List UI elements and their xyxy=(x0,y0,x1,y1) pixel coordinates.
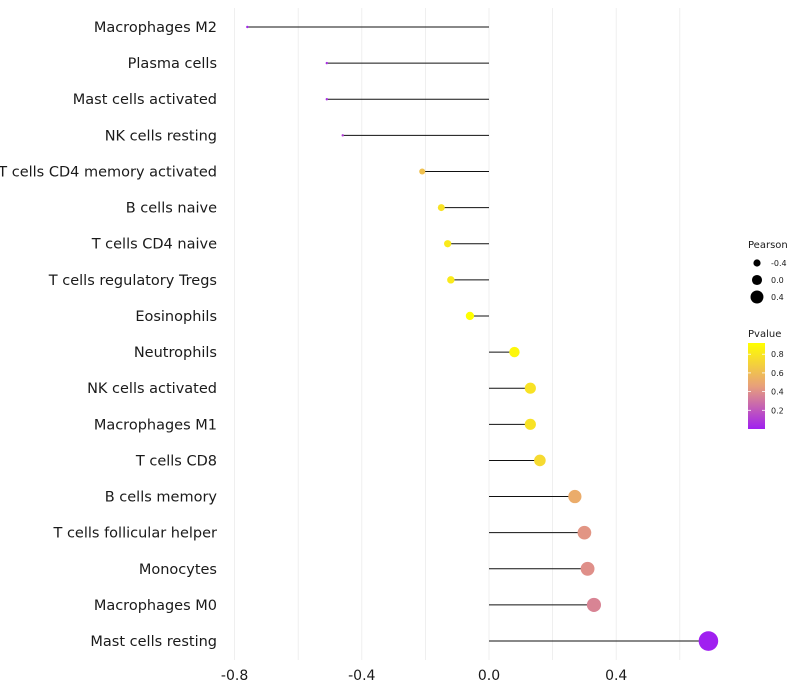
x-axis-tick-labels: -0.8 -0.4 0.0 0.4 xyxy=(221,668,627,684)
category-label: Macrophages M2 xyxy=(94,20,217,36)
category-label: Mast cells activated xyxy=(73,92,217,108)
data-point xyxy=(325,98,329,101)
stems xyxy=(247,26,709,642)
category-label: T cells CD4 naive xyxy=(91,237,217,253)
color-legend-label: 0.2 xyxy=(771,406,784,415)
category-label: B cells memory xyxy=(105,490,218,506)
color-legend-label: 0.4 xyxy=(771,388,784,397)
size-legend-label: 0.0 xyxy=(771,276,784,285)
category-label: Neutrophils xyxy=(134,345,217,361)
data-point xyxy=(524,382,536,394)
data-point xyxy=(325,61,329,65)
data-point xyxy=(524,418,536,430)
data-point xyxy=(447,276,455,284)
category-label: Mast cells resting xyxy=(90,634,217,650)
size-legend: Pearson -0.4 0.0 0.4 xyxy=(748,240,788,304)
data-point xyxy=(341,134,344,137)
data-points xyxy=(246,25,719,651)
x-tick-label: -0.8 xyxy=(221,668,248,684)
data-point xyxy=(419,168,426,175)
size-legend-dot xyxy=(750,290,764,304)
category-label: Macrophages M0 xyxy=(94,598,217,614)
data-point xyxy=(465,311,475,321)
data-point xyxy=(698,631,719,651)
category-label: T cells CD8 xyxy=(135,453,217,469)
category-label: Monocytes xyxy=(139,562,217,578)
color-legend-label: 0.8 xyxy=(771,350,784,359)
data-point xyxy=(577,525,592,540)
category-label: T cells follicular helper xyxy=(52,526,217,542)
data-point xyxy=(437,204,445,212)
data-point xyxy=(586,597,602,612)
category-label: Plasma cells xyxy=(128,56,217,72)
data-point xyxy=(444,240,452,248)
color-legend: Pvalue 0.8 0.6 0.4 0.2 xyxy=(748,329,784,429)
data-point xyxy=(509,346,520,358)
grid-lines xyxy=(234,8,681,660)
size-legend-label: -0.4 xyxy=(771,259,787,268)
data-point xyxy=(246,25,249,29)
size-legend-title: Pearson xyxy=(748,240,788,251)
color-legend-bar xyxy=(748,343,765,429)
x-tick-label: 0.4 xyxy=(605,668,627,684)
category-label: T cells CD4 memory activated xyxy=(0,164,217,180)
size-legend-dot xyxy=(753,259,761,267)
category-label: B cells naive xyxy=(126,201,217,217)
category-label: NK cells activated xyxy=(87,381,217,397)
size-legend-dot xyxy=(751,274,763,286)
data-point xyxy=(534,454,546,467)
category-label: NK cells resting xyxy=(105,128,217,144)
x-tick-label: 0.0 xyxy=(478,668,500,684)
size-legend-label: 0.4 xyxy=(771,293,784,302)
color-legend-title: Pvalue xyxy=(748,329,781,340)
category-label: T cells regulatory Tregs xyxy=(48,273,217,289)
color-legend-label: 0.6 xyxy=(771,369,784,378)
category-label: Macrophages M1 xyxy=(94,417,217,433)
category-label: Eosinophils xyxy=(135,309,217,325)
x-tick-label: -0.4 xyxy=(348,668,375,684)
data-point xyxy=(580,561,595,576)
data-point xyxy=(568,489,582,504)
category-labels: Macrophages M2 Plasma cells Mast cells act… xyxy=(0,20,217,650)
